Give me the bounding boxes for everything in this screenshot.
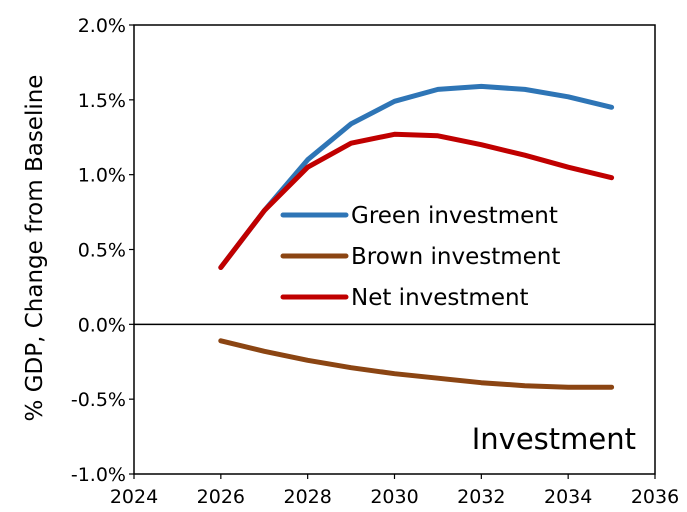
series-line-2 (218, 338, 615, 390)
x-tick-label: 2032 (457, 486, 505, 508)
x-tick-label: 2026 (197, 486, 245, 508)
x-tick-label: 2024 (110, 486, 158, 508)
y-tick-label: 0.0% (78, 314, 126, 336)
y-tick-label: 0.5% (78, 240, 126, 262)
series-line-1 (218, 83, 615, 270)
chart-annotation: Investment (472, 422, 636, 456)
y-tick-label: 1.0% (78, 165, 126, 187)
x-tick-label: 2028 (283, 486, 331, 508)
x-tick-label: 2036 (631, 486, 679, 508)
series-line-3 (218, 131, 615, 270)
plot-area: -1.0% -0.5% 0.0% 0.5% 1.0% 1.5% 2.0% 2024 2026 20… (71, 15, 679, 508)
y-tick-label: -1.0% (71, 464, 126, 486)
legend-label-1: Green investment (351, 203, 558, 229)
legend-label-2: Brown investment (351, 244, 560, 270)
y-axis-title: % GDP, Change from Baseline (22, 75, 48, 422)
y-tick-label: 1.5% (78, 90, 126, 112)
x-tick-label: 2030 (370, 486, 418, 508)
y-tick-label: -0.5% (71, 389, 126, 411)
x-tick-label: 2034 (544, 486, 592, 508)
legend-label-3: Net investment (351, 285, 529, 311)
y-tick-label: 2.0% (78, 15, 126, 37)
